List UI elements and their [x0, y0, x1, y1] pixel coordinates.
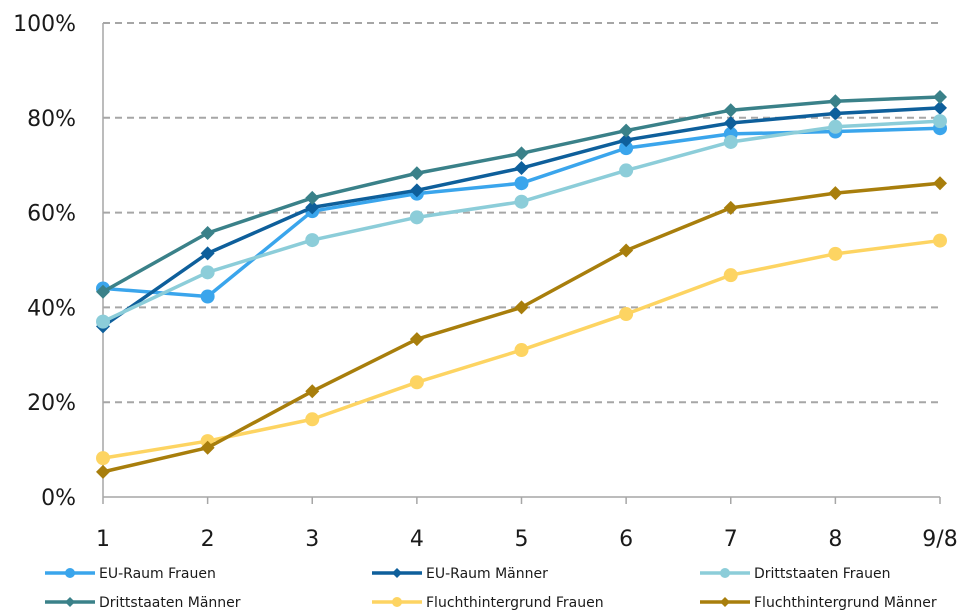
- legend-item: Fluchthintergrund Männer: [700, 595, 937, 611]
- x-tick-label: 7: [724, 527, 738, 552]
- data-point: [828, 106, 843, 121]
- legend-item: EU-Raum Frauen: [45, 566, 216, 582]
- y-tick-label: 0%: [41, 486, 76, 511]
- legend-item: Drittstaaten Männer: [45, 595, 241, 611]
- data-point: [409, 332, 424, 347]
- data-point: [409, 210, 424, 225]
- legend-label: Drittstaaten Männer: [99, 595, 241, 611]
- legend: EU-Raum Frauen EU-Raum Männer Drittstaaten…: [45, 566, 937, 611]
- legend-swatch-marker: [720, 568, 730, 578]
- data-point: [619, 133, 634, 148]
- series: [96, 100, 947, 334]
- data-point: [409, 183, 424, 198]
- y-tick-label: 40%: [27, 296, 76, 321]
- x-tick-label: 3: [305, 527, 319, 552]
- data-point: [409, 375, 424, 390]
- data-point: [619, 123, 634, 138]
- data-point: [305, 190, 320, 205]
- data-point: [514, 146, 529, 161]
- data-point: [828, 119, 843, 134]
- data-point: [514, 161, 529, 176]
- series-lines: [96, 89, 947, 479]
- data-point: [305, 412, 320, 427]
- data-point: [619, 243, 634, 258]
- legend-item: Fluchthintergrund Frauen: [372, 595, 604, 611]
- x-tick-label: 1: [96, 527, 110, 552]
- data-point: [828, 186, 843, 201]
- data-point: [723, 103, 738, 118]
- legend-swatch-marker: [392, 597, 402, 607]
- legend-label: EU-Raum Männer: [426, 566, 548, 582]
- series-line: [101, 106, 941, 328]
- data-point: [305, 233, 320, 248]
- data-point: [723, 134, 738, 149]
- data-point: [933, 114, 947, 129]
- data-point: [200, 289, 215, 304]
- data-point: [305, 384, 320, 399]
- y-tick-label: 60%: [27, 202, 76, 227]
- series: [96, 89, 947, 299]
- data-point: [514, 343, 529, 358]
- legend-swatch-marker: [65, 568, 75, 578]
- data-point: [514, 300, 529, 315]
- legend-swatch-marker: [65, 597, 75, 607]
- y-tick-label: 20%: [27, 391, 76, 416]
- legend-item: EU-Raum Männer: [372, 566, 548, 582]
- series: [96, 114, 947, 329]
- legend-label: Fluchthintergrund Männer: [754, 595, 937, 611]
- data-point: [723, 116, 738, 131]
- data-point: [933, 233, 947, 248]
- x-tick-label: 4: [410, 527, 424, 552]
- x-tick-label: 9/8: [922, 527, 957, 552]
- data-point: [619, 163, 634, 178]
- x-tick-label: 6: [619, 527, 633, 552]
- legend-label: EU-Raum Frauen: [99, 566, 216, 582]
- data-point: [96, 464, 110, 479]
- y-tick-label: 100%: [13, 12, 76, 37]
- data-point: [933, 89, 947, 104]
- data-point: [723, 268, 738, 283]
- legend-label: Drittstaaten Frauen: [754, 566, 891, 582]
- data-point: [96, 451, 110, 466]
- series: [96, 176, 947, 479]
- data-point: [200, 440, 215, 455]
- data-point: [514, 194, 529, 209]
- data-point: [723, 200, 738, 215]
- legend-swatch-marker: [392, 568, 402, 578]
- data-point: [200, 246, 215, 261]
- data-point: [96, 284, 110, 299]
- data-point: [305, 200, 320, 215]
- legend-item: Drittstaaten Frauen: [700, 566, 891, 582]
- data-point: [828, 246, 843, 261]
- x-tick-label: 8: [828, 527, 842, 552]
- y-tick-label: 80%: [27, 107, 76, 132]
- x-tick-label: 5: [515, 527, 529, 552]
- data-point: [96, 314, 110, 329]
- data-point: [514, 176, 529, 191]
- legend-label: Fluchthintergrund Frauen: [426, 595, 604, 611]
- legend-swatch-marker: [720, 597, 730, 607]
- data-point: [200, 265, 215, 280]
- data-point: [933, 176, 947, 191]
- axes: 0% 20% 40% 60% 80% 100% 1 2 3 4 5 6 7 8 9/8: [13, 12, 958, 552]
- data-point: [409, 166, 424, 181]
- x-tick-label: 2: [201, 527, 215, 552]
- data-point: [828, 94, 843, 109]
- data-point: [933, 100, 947, 115]
- data-point: [619, 141, 634, 156]
- data-point: [619, 307, 634, 322]
- data-point: [200, 225, 215, 240]
